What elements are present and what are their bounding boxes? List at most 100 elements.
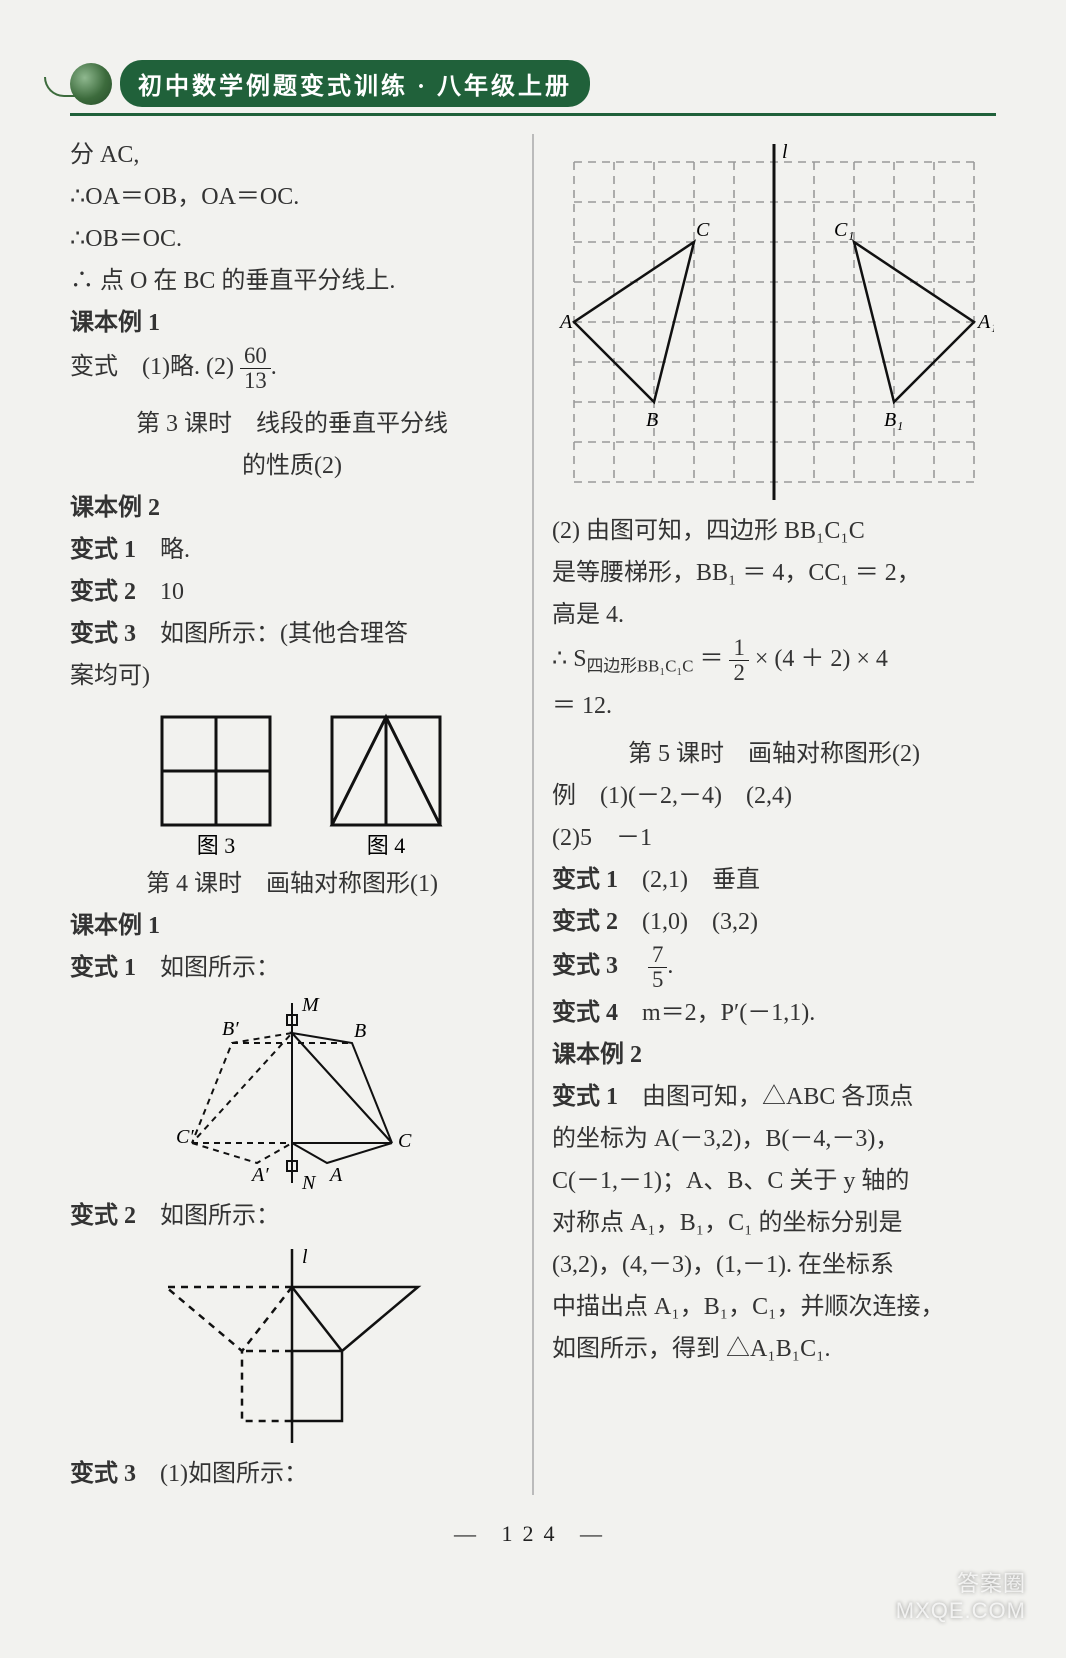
label: 变式 1 (552, 1084, 618, 1110)
svg-text:l: l (302, 1246, 308, 1268)
line: 变式 2 如图所示： (70, 1195, 514, 1237)
text: 变式 (1)略. (2) (70, 354, 234, 380)
section-title: 的性质(2) (70, 445, 514, 487)
grid-figure: l A B C A₁ B₁ C₁ (554, 138, 994, 508)
header-rule (70, 113, 996, 116)
section-title: 第 4 课时 画轴对称图形(1) (70, 863, 514, 905)
fraction: 7 5 (648, 943, 667, 992)
watermark-line: MXQE.COM (896, 1598, 1026, 1624)
line: 变式 3 (1)如图所示： (70, 1453, 514, 1495)
line: 变式 (1)略. (2) 60 13 . (70, 344, 514, 393)
header: 初中数学例题变式训练 · 八年级上册 (70, 60, 996, 107)
numerator: 60 (240, 344, 271, 369)
text: (1)如图所示： (160, 1461, 308, 1487)
line: 分 AC, (70, 134, 514, 176)
line: 是等腰梯形，BB₁ ＝ 4，CC₁ ＝ 2， (552, 552, 996, 594)
heading: 课本例 1 (70, 302, 514, 344)
text: ＝ (693, 646, 729, 672)
text: . (271, 354, 277, 380)
text: 略. (160, 537, 190, 563)
svg-text:B₁: B₁ (884, 409, 903, 431)
line: 变式 1 如图所示： (70, 947, 514, 989)
text: 如图所示： (160, 1203, 280, 1229)
numerator: 7 (648, 943, 667, 968)
label: 变式 2 (70, 1203, 136, 1229)
label: 变式 2 (70, 579, 136, 605)
text: 如图所示：(其他合理答 (160, 621, 408, 647)
label: 变式 1 (70, 955, 136, 981)
line: 中描出点 A₁，B₁，C₁，并顺次连接， (552, 1286, 996, 1328)
line: 变式 4 m＝2，P′(－1,1). (552, 992, 996, 1034)
section-title: 第 3 课时 线段的垂直平分线 (70, 403, 514, 445)
left-column: 分 AC, ∴OA＝OB，OA＝OC. ∴OB＝OC. ∴ 点 O 在 BC 的… (70, 134, 514, 1495)
denominator: 2 (729, 661, 748, 685)
heading: 课本例 1 (70, 905, 514, 947)
line: 变式 1 略. (70, 529, 514, 571)
line: 高是 4. (552, 594, 996, 636)
section-title: 第 5 课时 画轴对称图形(2) (552, 733, 996, 775)
line: (3,2)，(4,－3)，(1,－1). 在坐标系 (552, 1244, 996, 1286)
text: m＝2，P′(－1,1). (642, 1000, 815, 1026)
svg-text:C: C (398, 1130, 412, 1152)
watermark: 答案圈 MXQE.COM (896, 1571, 1026, 1624)
columns: 分 AC, ∴OA＝OB，OA＝OC. ∴OB＝OC. ∴ 点 O 在 BC 的… (70, 134, 996, 1495)
line: 例 (1)(－2,－4) (2,4) (552, 775, 996, 817)
line: 变式 1 由图可知，△ABC 各顶点 (552, 1076, 996, 1118)
line: 变式 2 (1,0) (3,2) (552, 901, 996, 943)
label: 变式 1 (70, 537, 136, 563)
equation: ∴ S四边形BB₁C₁C ＝ 1 2 × (4 ＋ 2) × 4 (552, 636, 996, 685)
svg-text:l: l (782, 141, 788, 163)
line: ∴OA＝OB，OA＝OC. (70, 176, 514, 218)
figure-3-4: 图 3 图 4 (132, 701, 452, 861)
text: (2,1) 垂直 (642, 867, 760, 893)
svg-text:M: M (301, 994, 320, 1016)
text: (1,0) (3,2) (642, 909, 758, 935)
line: ＝ 12. (552, 685, 996, 727)
line: 如图所示，得到 △A₁B₁C₁. (552, 1328, 996, 1370)
line: ∴ 点 O 在 BC 的垂直平分线上. (70, 260, 514, 302)
globe-icon (70, 63, 112, 105)
svg-text:B: B (354, 1020, 366, 1042)
svg-text:B: B (646, 409, 658, 431)
label: 变式 2 (552, 909, 618, 935)
line: 变式 3 如图所示：(其他合理答 (70, 613, 514, 655)
line: 的坐标为 A(－3,2)，B(－4,－3)， (552, 1118, 996, 1160)
line: 变式 3 7 5 . (552, 943, 996, 992)
line: (2)5 －1 (552, 817, 996, 859)
svg-text:C₁: C₁ (834, 219, 854, 241)
svg-text:A: A (328, 1164, 343, 1186)
figure-mn: M N B′ B C′ C A′ A (132, 993, 452, 1193)
heading: 课本例 2 (70, 487, 514, 529)
line: 对称点 A₁，B₁，C₁ 的坐标分别是 (552, 1202, 996, 1244)
line: 变式 1 (2,1) 垂直 (552, 859, 996, 901)
svg-text:C′: C′ (176, 1126, 194, 1148)
figure-l: l (142, 1241, 442, 1451)
fraction: 60 13 (240, 344, 271, 393)
label: 变式 3 (70, 1461, 136, 1487)
label: 变式 4 (552, 1000, 618, 1026)
caption: 图 3 (197, 833, 236, 858)
caption: 图 4 (367, 833, 406, 858)
subscript: 四边形BB₁C₁C (587, 657, 694, 676)
denominator: 5 (648, 968, 667, 992)
denominator: 13 (240, 369, 271, 393)
svg-text:A: A (558, 311, 573, 333)
right-column: l A B C A₁ B₁ C₁ (2) 由图可知，四边形 BB₁C₁C 是等腰… (532, 134, 996, 1495)
svg-text:C: C (696, 219, 710, 241)
text: 由图可知，△ABC 各顶点 (642, 1084, 913, 1110)
heading: 课本例 2 (552, 1034, 996, 1076)
svg-text:A₁: A₁ (976, 311, 994, 333)
line: C(－1,－1)；A、B、C 关于 y 轴的 (552, 1160, 996, 1202)
watermark-line: 答案圈 (896, 1571, 1026, 1597)
page: 初中数学例题变式训练 · 八年级上册 分 AC, ∴OA＝OB，OA＝OC. ∴… (0, 0, 1066, 1658)
text: 10 (160, 579, 184, 605)
svg-text:A′: A′ (250, 1164, 269, 1186)
label: 变式 3 (552, 953, 642, 979)
page-number: — 124 — (70, 1521, 996, 1547)
svg-text:N: N (301, 1172, 317, 1193)
text: . (667, 953, 673, 979)
svg-text:B′: B′ (222, 1018, 239, 1040)
text: 如图所示： (160, 955, 280, 981)
numerator: 1 (729, 636, 748, 661)
text: ∴ S (552, 646, 587, 672)
